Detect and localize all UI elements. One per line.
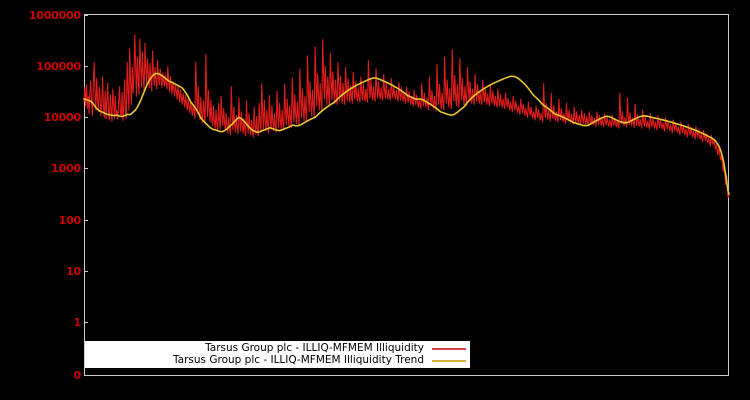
chart-legend[interactable]: Tarsus Group plc - ILLIQ-MFMEM Illiquidi…: [85, 341, 470, 368]
y-tick-label-0: 0: [73, 369, 82, 382]
plot-frame: [84, 14, 729, 376]
y-tick-label-100: 100: [58, 214, 82, 227]
y-tick-label-10000: 10000: [43, 111, 81, 124]
data-series-group: [83, 34, 730, 198]
legend-entry-illiquidity-trend: Tarsus Group plc - ILLIQ-MFMEM Illiquidi…: [173, 354, 466, 367]
legend-swatch-illiquidity-trend: [432, 359, 466, 362]
legend-entry-illiquidity: Tarsus Group plc - ILLIQ-MFMEM Illiquidi…: [205, 342, 466, 355]
y-tick-label-10: 10: [66, 265, 81, 278]
y-tick-label-100000: 100000: [36, 60, 81, 73]
legend-swatch-illiquidity: [432, 347, 466, 350]
y-axis-tick-marks: [84, 15, 88, 376]
series-line-illiquidity-trend: [83, 72, 730, 196]
legend-label-illiquidity: Tarsus Group plc - ILLIQ-MFMEM Illiquidi…: [205, 342, 424, 354]
y-tick-label-1: 1: [73, 316, 82, 329]
legend-label-illiquidity-trend: Tarsus Group plc - ILLIQ-MFMEM Illiquidi…: [173, 354, 424, 366]
y-tick-label-1000: 1000: [51, 162, 81, 175]
series-line-illiquidity: [83, 34, 730, 198]
y-tick-label-1000000: 1000000: [28, 9, 81, 22]
